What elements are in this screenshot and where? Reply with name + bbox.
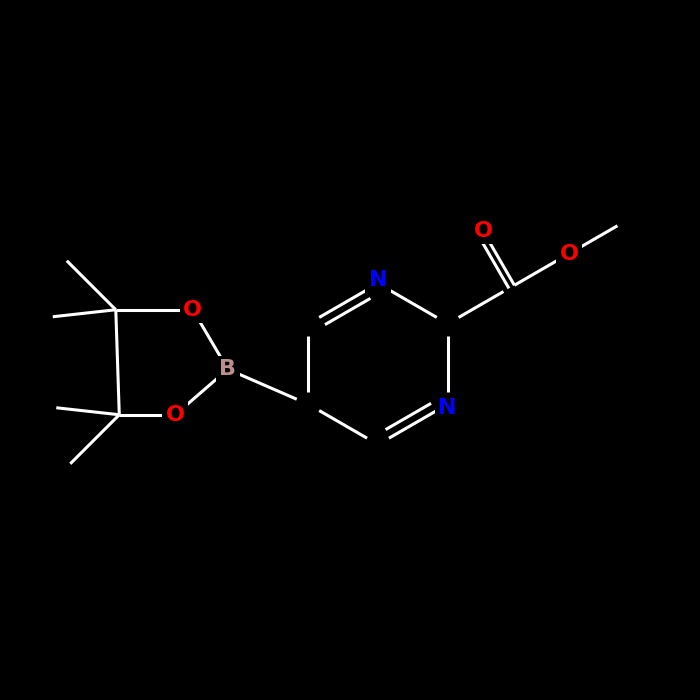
Text: O: O xyxy=(166,405,185,425)
Text: N: N xyxy=(438,398,457,418)
Text: N: N xyxy=(369,270,387,290)
Text: B: B xyxy=(219,359,237,379)
Text: O: O xyxy=(473,220,492,241)
Text: O: O xyxy=(183,300,202,320)
Text: O: O xyxy=(559,244,578,264)
